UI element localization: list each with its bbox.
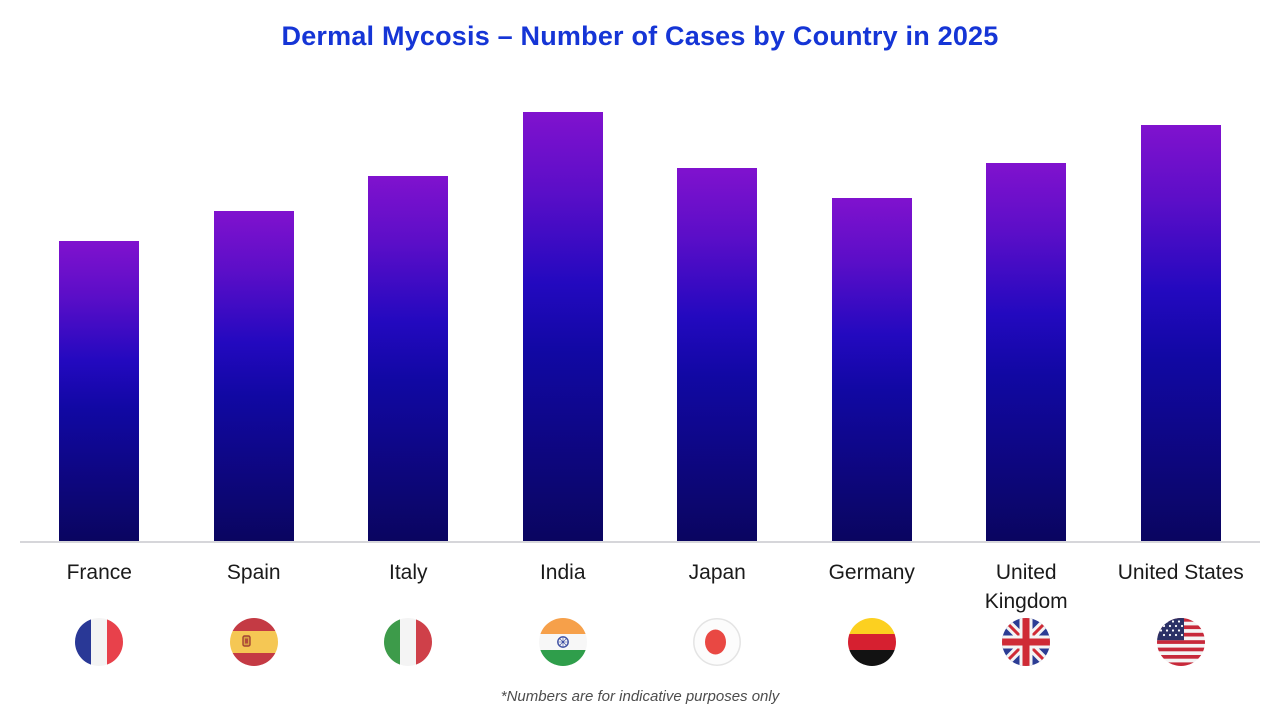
flag-germany-icon xyxy=(847,618,896,666)
label-cell-germany: Germany xyxy=(795,558,950,587)
country-label-united-kingdom: United Kingdom xyxy=(984,561,1068,613)
country-label-germany: Germany xyxy=(828,561,915,584)
bar-column-spain xyxy=(177,112,332,541)
flag-italy-icon xyxy=(384,618,433,666)
label-cell-united-kingdom: United Kingdom xyxy=(949,558,1104,616)
flag-cell-germany xyxy=(795,618,950,666)
flag-france-icon xyxy=(75,618,124,666)
flag-cell-united-kingdom xyxy=(949,618,1104,666)
country-label-spain: Spain xyxy=(226,561,281,584)
country-label-france: France xyxy=(66,561,132,584)
flag-cell-united-states xyxy=(1104,618,1259,666)
flag-cell-india xyxy=(486,618,641,666)
bar-italy xyxy=(368,176,449,541)
label-cell-japan: Japan xyxy=(640,558,795,587)
flag-cell-italy xyxy=(331,618,486,666)
country-label-japan: Japan xyxy=(688,561,746,584)
bar-india xyxy=(522,112,603,541)
bar-column-italy xyxy=(331,112,486,541)
flag-united-states-icon xyxy=(1156,618,1205,666)
bar-united-states xyxy=(1140,125,1221,541)
bars-area xyxy=(22,112,1258,541)
chart-title: Dermal Mycosis – Number of Cases by Coun… xyxy=(281,21,999,51)
chart-footnote: *Numbers are for indicative purposes onl… xyxy=(500,688,780,705)
bar-column-germany xyxy=(795,112,950,541)
label-cell-india: India xyxy=(486,558,641,587)
flag-united-kingdom-icon xyxy=(1002,618,1051,666)
label-cell-italy: Italy xyxy=(331,558,486,587)
bar-germany xyxy=(831,198,912,541)
bar-column-united-states xyxy=(1104,112,1259,541)
country-label-india: India xyxy=(539,561,586,584)
label-cell-spain: Spain xyxy=(177,558,332,587)
bar-france xyxy=(59,241,140,541)
category-labels-row: France Spain Italy India Japan Germany United … xyxy=(22,558,1258,616)
country-label-united-states: United States xyxy=(1117,561,1244,584)
flag-japan-icon xyxy=(693,618,742,666)
flag-india-icon xyxy=(538,618,587,666)
label-cell-france: France xyxy=(22,558,177,587)
bar-column-japan xyxy=(640,112,795,541)
bar-united-kingdom xyxy=(986,163,1067,541)
country-label-italy: Italy xyxy=(388,561,428,584)
flag-cell-spain xyxy=(177,618,332,666)
bar-spain xyxy=(213,211,294,541)
flag-spain-icon xyxy=(229,618,278,666)
label-cell-united-states: United States xyxy=(1104,558,1259,587)
flag-cell-france xyxy=(22,618,177,666)
x-axis-line xyxy=(20,541,1260,543)
bar-column-united-kingdom xyxy=(949,112,1104,541)
bar-column-france xyxy=(22,112,177,541)
bar-column-india xyxy=(486,112,641,541)
flag-cell-japan xyxy=(640,618,795,666)
bar-japan xyxy=(677,168,758,541)
flags-row xyxy=(22,618,1258,666)
